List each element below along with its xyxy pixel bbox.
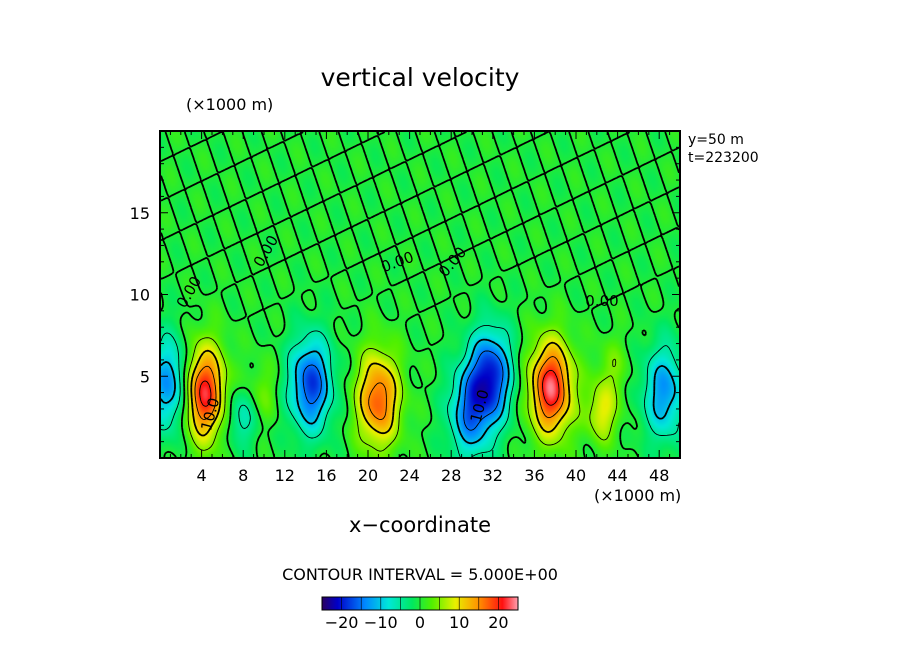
- y-tick-label: 15: [130, 204, 150, 223]
- x-tick-label: 20: [358, 466, 378, 485]
- contour-line: [160, 338, 676, 445]
- info-t: t=223200: [688, 150, 759, 166]
- y-tick-label: 10: [130, 286, 150, 305]
- x-tick-label: 16: [316, 466, 336, 485]
- contour-line: [199, 369, 560, 407]
- x-tick-label: 12: [275, 466, 295, 485]
- x-tick-label: 8: [238, 466, 248, 485]
- x-tick-label: 32: [483, 466, 503, 485]
- contour-line: [190, 341, 571, 437]
- x-tick-label: 36: [524, 466, 544, 485]
- contour-line: [160, 131, 680, 458]
- colorbar-tick-label: 20: [488, 613, 508, 632]
- contour-interval-label: CONTOUR INTERVAL = 5.000E+00: [282, 565, 558, 584]
- x-axis-label: x−coordinate: [349, 513, 491, 537]
- colorbar-tick-label: −10: [364, 613, 398, 632]
- colorbar-ticks: −20 −10 0 10 20: [321, 597, 519, 632]
- velocity-field-image: [160, 131, 680, 458]
- y-tick-label: 5: [140, 367, 150, 386]
- x-tick-label: 24: [399, 466, 419, 485]
- x-tick-label: 28: [441, 466, 461, 485]
- chart-title: vertical velocity: [321, 63, 520, 92]
- colorbar-tick-label: −20: [325, 613, 359, 632]
- x-tick-label: 48: [649, 466, 669, 485]
- colorbar-tick-label: 10: [449, 613, 469, 632]
- contour-line: [194, 356, 565, 421]
- x-tick-label: 4: [197, 466, 207, 485]
- colorbar: −20 −10 0 10 20: [321, 596, 519, 632]
- x-unit-label: (×1000 m): [594, 486, 681, 505]
- contour-line: [160, 324, 680, 458]
- x-tick-label: 40: [566, 466, 586, 485]
- colorbar-tick-label: 0: [415, 613, 425, 632]
- y-unit-label: (×1000 m): [186, 95, 273, 114]
- contour-label: 0.00: [585, 292, 618, 310]
- info-y: y=50 m: [688, 132, 744, 148]
- x-tick-label: 44: [607, 466, 627, 485]
- contour-line: [187, 329, 618, 452]
- contour-line: [302, 350, 504, 431]
